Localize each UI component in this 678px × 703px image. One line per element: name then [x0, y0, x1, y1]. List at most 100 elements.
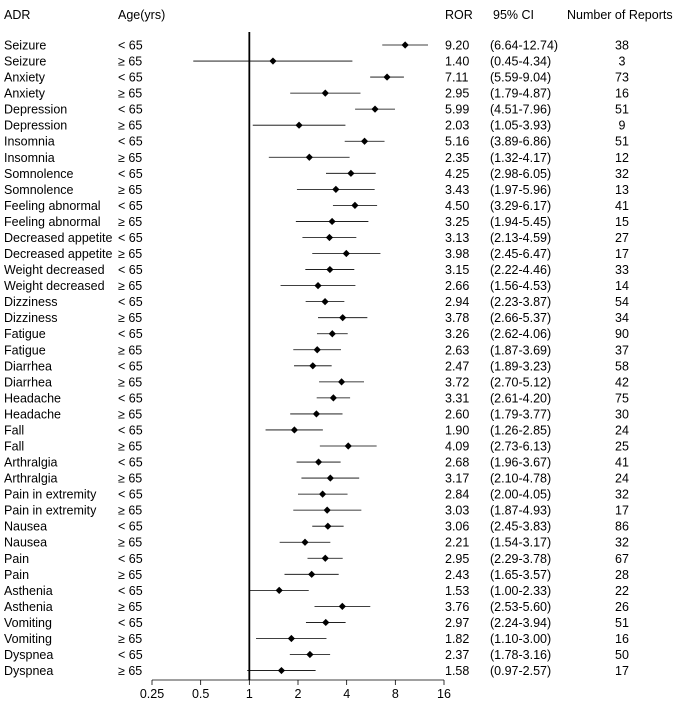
- report-count: 13: [615, 183, 629, 197]
- adr-label: Seizure: [4, 39, 46, 53]
- ror-value: 3.31: [445, 391, 469, 405]
- ror-point: [323, 506, 331, 514]
- age-label: < 65: [118, 71, 143, 85]
- report-count: 41: [615, 199, 629, 213]
- adr-label: Dizziness: [4, 295, 58, 309]
- row-labels: Seizure < 65 9.20 (6.64-12.74) 38 Seizure ≥ 65…: [4, 39, 629, 679]
- adr-label: Fatigue: [4, 327, 46, 341]
- ci-value: (2.53-5.60): [490, 600, 551, 614]
- age-label: < 65: [118, 391, 143, 405]
- ci-value: (2.22-4.46): [490, 263, 551, 277]
- x-axis: 0.25 0.5 1 2 4 8 16: [140, 679, 451, 701]
- age-label: ≥ 65: [118, 247, 142, 261]
- adr-label: Dizziness: [4, 311, 58, 325]
- report-count: 14: [615, 279, 629, 293]
- ci-value: (1.32-4.17): [490, 151, 551, 165]
- ror-point: [314, 282, 322, 290]
- adr-label: Pain in extremity: [4, 504, 97, 518]
- ror-point: [351, 201, 359, 209]
- adr-label: Fatigue: [4, 343, 46, 357]
- ci-value: (2.70-5.12): [490, 375, 551, 389]
- report-count: 33: [615, 263, 629, 277]
- report-count: 51: [615, 103, 629, 117]
- ci-value: (2.00-4.05): [490, 488, 551, 502]
- age-label: < 65: [118, 359, 143, 373]
- ror-value: 3.13: [445, 231, 469, 245]
- adr-label: Depression: [4, 119, 67, 133]
- adr-label: Asthenia: [4, 600, 53, 614]
- adr-label: Vomiting: [4, 616, 52, 630]
- report-count: 58: [615, 359, 629, 373]
- ci-value: (0.97-2.57): [490, 664, 551, 678]
- ci-value: (2.62-4.06): [490, 327, 551, 341]
- ror-value: 3.43: [445, 183, 469, 197]
- adr-label: Anxiety: [4, 71, 46, 85]
- ror-value: 5.99: [445, 103, 469, 117]
- x-tick-label: 8: [392, 687, 399, 701]
- ci-value: (1.89-3.23): [490, 359, 551, 373]
- ror-point: [337, 378, 346, 386]
- column-headers: ADR Age(yrs) ROR 95% CI Number of Report…: [4, 8, 673, 22]
- report-count: 16: [615, 87, 629, 101]
- age-label: < 65: [118, 167, 143, 181]
- age-label: < 65: [118, 199, 143, 213]
- ror-value: 3.03: [445, 504, 469, 518]
- ci-value: (2.73-6.13): [490, 440, 551, 454]
- ror-value: 2.63: [445, 343, 469, 357]
- report-count: 51: [615, 616, 629, 630]
- report-count: 90: [615, 327, 629, 341]
- age-label: ≥ 65: [118, 311, 142, 325]
- ci-value: (1.54-3.17): [490, 536, 551, 550]
- report-count: 16: [615, 632, 629, 646]
- ror-point: [328, 217, 336, 226]
- adr-label: Seizure: [4, 55, 46, 69]
- report-count: 24: [615, 472, 629, 486]
- ci-value: (1.79-3.77): [490, 407, 551, 421]
- age-label: ≥ 65: [118, 632, 142, 646]
- ci-value: (6.64-12.74): [490, 39, 558, 53]
- ci-value: (1.96-3.67): [490, 456, 551, 470]
- report-count: 27: [615, 231, 629, 245]
- report-count: 67: [615, 552, 629, 566]
- age-label: ≥ 65: [118, 279, 142, 293]
- ci-value: (3.29-6.17): [490, 199, 551, 213]
- ror-value: 7.11: [445, 71, 468, 85]
- x-tick-label: 1: [246, 687, 253, 701]
- report-count: 86: [615, 520, 629, 534]
- ror-value: 2.37: [445, 648, 469, 662]
- report-count: 73: [615, 71, 629, 85]
- ror-value: 2.97: [445, 616, 469, 630]
- ci-value: (1.87-3.69): [490, 343, 551, 357]
- ci-value: (1.26-2.85): [490, 423, 551, 437]
- report-count: 50: [615, 648, 629, 662]
- ror-value: 1.58: [445, 664, 469, 678]
- adr-label: Diarrhea: [4, 375, 52, 389]
- adr-label: Headache: [4, 391, 61, 405]
- ci-value: (2.29-3.78): [490, 552, 551, 566]
- header-age: Age(yrs): [118, 8, 165, 22]
- ror-point: [329, 394, 337, 402]
- ror-value: 3.26: [445, 327, 469, 341]
- report-count: 24: [615, 423, 629, 437]
- adr-label: Arthralgia: [4, 456, 58, 470]
- adr-label: Decreased appetite: [4, 231, 112, 245]
- ror-point: [314, 458, 323, 466]
- ci-value: (1.94-5.45): [490, 215, 551, 229]
- header-reports: Number of Reports: [567, 8, 673, 22]
- adr-label: Somnolence: [4, 167, 74, 181]
- report-count: 3: [619, 55, 626, 69]
- adr-label: Insomnia: [4, 135, 55, 149]
- age-label: ≥ 65: [118, 375, 142, 389]
- ci-value: (1.56-4.53): [490, 279, 551, 293]
- ci-value: (1.78-3.16): [490, 648, 551, 662]
- adr-label: Asthenia: [4, 584, 53, 598]
- report-count: 28: [615, 568, 629, 582]
- ci-value: (1.05-3.93): [490, 119, 551, 133]
- ci-value: (1.65-3.57): [490, 568, 551, 582]
- ror-point: [287, 634, 295, 643]
- ci-value: (1.87-4.93): [490, 504, 551, 518]
- ci-value: (2.61-4.20): [490, 391, 551, 405]
- ci-value: (4.51-7.96): [490, 103, 551, 117]
- ror-point: [344, 442, 352, 450]
